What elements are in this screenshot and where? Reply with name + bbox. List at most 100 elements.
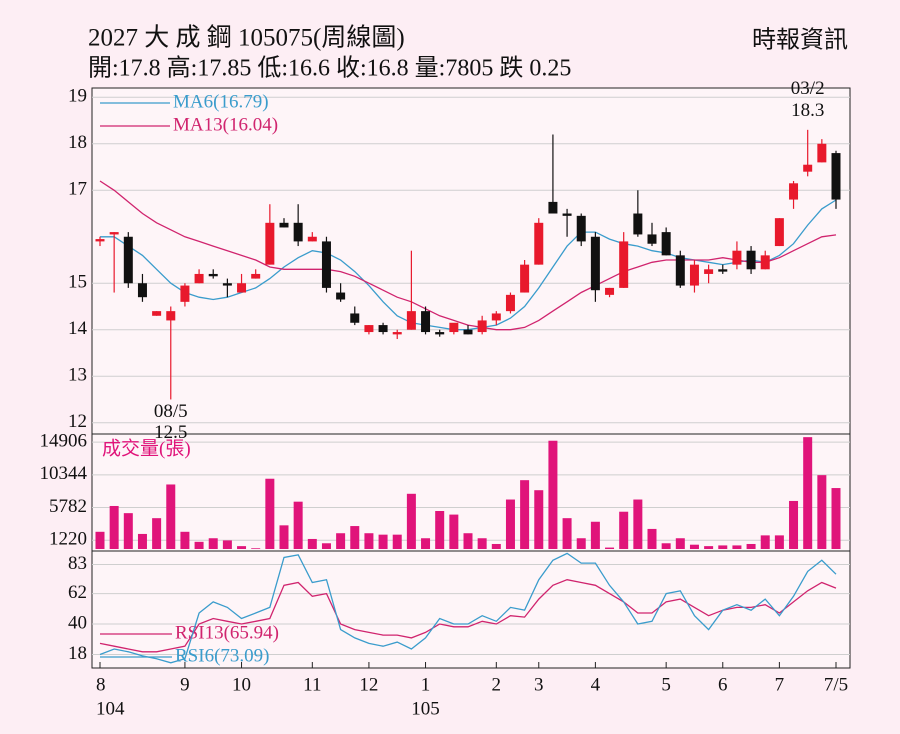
- candle-body: [364, 325, 374, 333]
- candle-body: [406, 311, 416, 330]
- volume-bar: [718, 545, 728, 549]
- volume-bar: [619, 511, 629, 549]
- plot-frame: [91, 87, 851, 669]
- volume-bar: [803, 437, 813, 549]
- x-tick-label: 9: [180, 674, 190, 695]
- volume-bar: [350, 526, 360, 549]
- candle-body: [293, 222, 303, 242]
- candle-body: [463, 329, 473, 335]
- volume-bar: [534, 490, 544, 549]
- y-tick-label: 12: [68, 411, 87, 432]
- candle-body: [307, 236, 317, 242]
- x-tick-label: 4: [591, 674, 601, 695]
- candle-body: [661, 232, 671, 256]
- volume-bar: [633, 499, 643, 549]
- candle-body: [689, 264, 699, 286]
- candle-body: [435, 332, 445, 335]
- volume-bar: [137, 533, 147, 549]
- volume-bar: [505, 499, 515, 549]
- chart-subtitle: 開:17.8 高:17.85 低:16.6 收:16.8 量:7805 跌 0.…: [88, 55, 571, 82]
- volume-bar: [774, 535, 784, 549]
- volume-bar: [661, 543, 671, 549]
- candle-body: [123, 236, 133, 284]
- candle-body: [704, 269, 714, 274]
- candle-body: [605, 287, 615, 295]
- high-date: 03/2: [791, 78, 825, 99]
- high-value: 18.3: [791, 100, 824, 121]
- candle-body: [392, 332, 402, 335]
- volume-bar: [576, 538, 586, 549]
- x-tick-label: 12: [359, 674, 378, 695]
- candle-body: [675, 255, 685, 286]
- candle-body: [520, 264, 530, 293]
- volume-bar: [208, 538, 218, 549]
- legend-label: RSI13(65.94): [175, 622, 279, 643]
- volume-bar: [689, 544, 699, 549]
- volume-bar: [392, 534, 402, 549]
- candle-body: [817, 143, 827, 163]
- y-tick-label: 14: [68, 318, 88, 339]
- volume-bar: [463, 533, 473, 549]
- y-tick-label: 40: [68, 612, 87, 633]
- y-tick-label: 19: [68, 86, 87, 107]
- volume-bar: [166, 484, 176, 549]
- x-tick-label: 8: [96, 674, 106, 695]
- rsi-line: [99, 579, 837, 653]
- volume-bar: [647, 528, 657, 549]
- volume-bar: [378, 534, 388, 549]
- volume-bar: [520, 480, 530, 549]
- candle-body: [449, 322, 459, 333]
- candle-body: [774, 218, 784, 247]
- x-tick-label: 1: [421, 674, 431, 695]
- candle-body: [208, 273, 218, 277]
- candle-body: [505, 294, 515, 312]
- volume-bar: [590, 521, 600, 549]
- low-date: 08/5: [154, 401, 188, 422]
- legend-label: RSI6(73.09): [175, 645, 269, 666]
- volume-bar: [817, 475, 827, 549]
- candle-body: [279, 222, 289, 228]
- x-tick-label: 5: [661, 674, 671, 695]
- candle-body: [562, 213, 572, 216]
- volume-bar: [760, 535, 770, 549]
- candle-body: [760, 255, 770, 270]
- volume-bar: [293, 501, 303, 549]
- x-tick-label: 11: [303, 674, 321, 695]
- volume-bar: [548, 440, 558, 549]
- volume-bar: [605, 547, 615, 549]
- chart-title: 2027 大 成 鋼 105075(周線圖): [88, 24, 405, 52]
- candle-body: [647, 234, 657, 244]
- legend-label: MA6(16.79): [173, 91, 269, 112]
- x-year-label: 105: [411, 698, 440, 719]
- volume-bar: [265, 478, 275, 549]
- candle-body: [109, 232, 119, 235]
- candle-body: [265, 222, 275, 265]
- candle-body: [95, 239, 105, 242]
- candle-body: [477, 320, 487, 333]
- candle-body: [251, 273, 261, 279]
- candle-body: [491, 313, 501, 321]
- volume-bar: [435, 511, 445, 549]
- volume-bar: [562, 518, 572, 549]
- candle-body: [803, 164, 813, 172]
- candle-body: [548, 201, 558, 214]
- x-year-label: 104: [96, 698, 125, 719]
- y-tick-label: 5782: [49, 496, 87, 517]
- x-tick-label: 7/5: [824, 674, 848, 695]
- candle-body: [576, 215, 586, 242]
- volume-bar: [406, 493, 416, 549]
- volume-bar: [321, 543, 331, 549]
- volume-bar: [194, 541, 204, 549]
- volume-bar: [95, 531, 105, 549]
- candle-body: [237, 283, 247, 293]
- volume-label: 成交量(張): [102, 437, 191, 459]
- candle-body: [421, 311, 431, 333]
- candle-body: [180, 285, 190, 302]
- candle-body: [633, 213, 643, 235]
- candle-body: [718, 269, 728, 272]
- volume-bar: [449, 514, 459, 549]
- low-value: 12.5: [154, 422, 187, 443]
- candle-body: [619, 241, 629, 288]
- legend-label: MA13(16.04): [173, 114, 278, 135]
- candle-body: [194, 273, 204, 284]
